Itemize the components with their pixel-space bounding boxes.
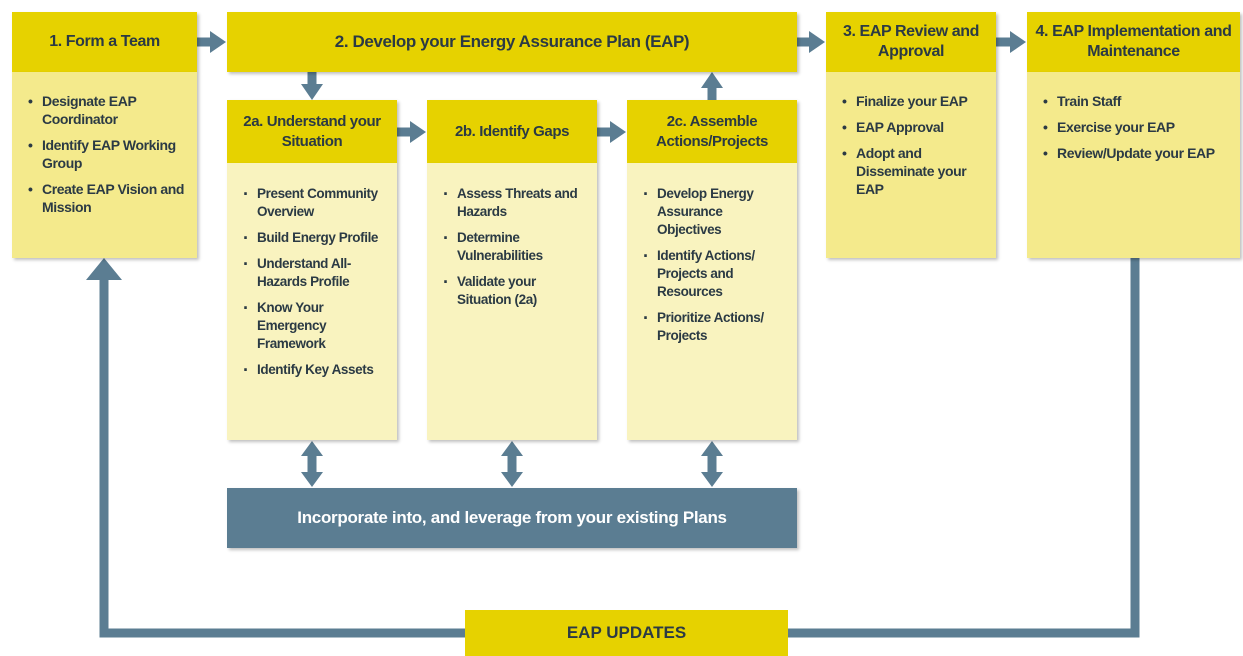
substep-body: Assess Threats and Hazards Determine Vuln… [427, 163, 597, 440]
bullet-item: Prioritize Actions/ Projects [639, 309, 787, 345]
bullet-item: Adopt and Disseminate your EAP [838, 144, 986, 198]
step-header: 3. EAP Review and Approval [826, 12, 996, 72]
bullet-item: Review/Update your EAP [1039, 144, 1230, 162]
bullet-item: Create EAP Vision and Mission [24, 180, 187, 216]
bullet-list: Train Staff Exercise your EAP Review/Updat… [1039, 92, 1230, 162]
bullet-item: Build Energy Profile [239, 229, 387, 247]
updates-box: EAP UPDATES [465, 610, 788, 656]
bullet-list: Present Community Overview Build Energy P… [239, 185, 387, 379]
bullet-item: Validate your Situation (2a) [439, 273, 587, 309]
substep-header: 2a. Understand your Situation [227, 100, 397, 163]
bullet-item: Finalize your EAP [838, 92, 986, 110]
step-header: 1. Form a Team [12, 12, 197, 72]
bullet-list: Designate EAP Coordinator Identify EAP Wo… [24, 92, 187, 216]
bullet-item: Present Community Overview [239, 185, 387, 221]
connectors [99, 37, 1140, 638]
bullet-item: Know Your Emergency Framework [239, 299, 387, 353]
bullet-item: Develop Energy Assurance Objectives [639, 185, 787, 239]
bullet-item: EAP Approval [838, 118, 986, 136]
bullet-item: Determine Vulnerabilities [439, 229, 587, 265]
bullet-list: Assess Threats and Hazards Determine Vuln… [439, 185, 587, 309]
bullet-item: Identify Actions/ Projects and Resources [639, 247, 787, 301]
bullet-list: Finalize your EAP EAP Approval Adopt and D… [838, 92, 986, 198]
substep-header: 2c. Assemble Actions/Projects [627, 100, 797, 163]
bullet-item: Exercise your EAP [1039, 118, 1230, 136]
bullet-list: Develop Energy Assurance Objectives Ident… [639, 185, 787, 345]
bullet-item: Designate EAP Coordinator [24, 92, 187, 128]
step-body: Train Staff Exercise your EAP Review/Updat… [1027, 72, 1240, 258]
arrow-heads [86, 31, 1026, 487]
substep-body: Present Community Overview Build Energy P… [227, 163, 397, 440]
step-header: 4. EAP Implementation and Maintenance [1027, 12, 1240, 72]
substep-header: 2b. Identify Gaps [427, 100, 597, 163]
bullet-item: Identify EAP Working Group [24, 136, 187, 172]
step-header: 2. Develop your Energy Assurance Plan (E… [227, 12, 797, 72]
bullet-item: Train Staff [1039, 92, 1230, 110]
bullet-item: Assess Threats and Hazards [439, 185, 587, 221]
step-body: Finalize your EAP EAP Approval Adopt and D… [826, 72, 996, 258]
substep-body: Develop Energy Assurance Objectives Ident… [627, 163, 797, 440]
bullet-item: Identify Key Assets [239, 361, 387, 379]
step-body: Designate EAP Coordinator Identify EAP Wo… [12, 72, 197, 258]
plans-bar: Incorporate into, and leverage from your… [227, 488, 797, 548]
bullet-item: Understand All-Hazards Profile [239, 255, 387, 291]
